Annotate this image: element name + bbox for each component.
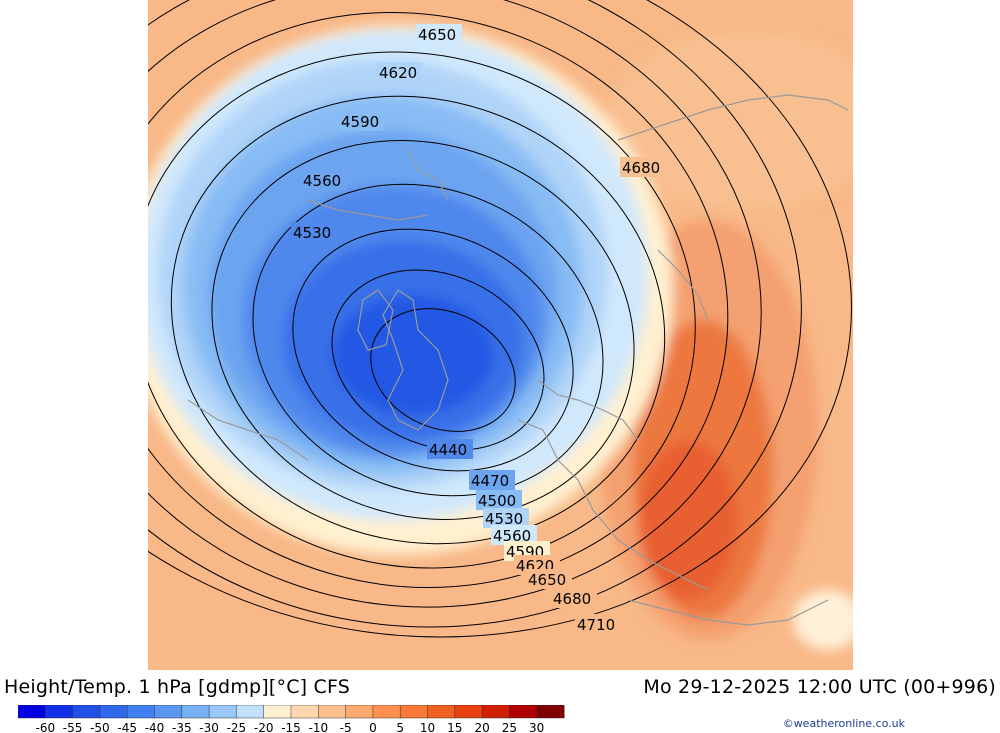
legend-label: -35: [172, 721, 192, 733]
contour-label: 4680: [553, 590, 591, 608]
legend-swatch: [536, 705, 565, 719]
legend-label: -15: [281, 721, 301, 733]
contour-label: 4560: [303, 172, 341, 190]
legend-label: 25: [502, 721, 517, 733]
legend-label: -50: [90, 721, 110, 733]
legend-swatch: [208, 705, 237, 719]
legend-swatch: [290, 705, 319, 719]
chart-title: Height/Temp. 1 hPa [gdmp][°C] CFS: [4, 676, 351, 698]
legend-label: -40: [145, 721, 165, 733]
legend-label: 10: [420, 721, 435, 733]
legend-swatch: [126, 705, 156, 719]
legend-swatch: [181, 705, 210, 719]
legend-label: -55: [63, 721, 83, 733]
legend-swatch: [18, 705, 46, 719]
legend-swatch: [154, 705, 183, 719]
contour-label: 4650: [528, 571, 566, 589]
weather-map: 4650 4620 4590 4560 4530 4680 4440 4470 …: [148, 0, 853, 670]
credit-link[interactable]: ©weatheronline.co.uk: [782, 717, 905, 730]
contour-label: 4500: [478, 492, 516, 510]
legend-swatch: [454, 705, 483, 719]
legend-swatch: [99, 705, 128, 719]
legend-swatch: [45, 705, 74, 719]
contour-label: 4680: [622, 159, 660, 177]
legend-label: -5: [340, 721, 352, 733]
legend-swatch: [481, 705, 510, 719]
legend-label: 20: [474, 721, 489, 733]
temperature-field: [148, 0, 853, 670]
legend-label: -30: [199, 721, 219, 733]
legend-swatch: [318, 705, 347, 719]
contour-label: 4530: [293, 224, 331, 242]
contour-label: 4620: [379, 64, 417, 82]
legend-label: -25: [227, 721, 247, 733]
legend-swatch: [399, 705, 429, 719]
valid-time: Mo 29-12-2025 12:00 UTC (00+996): [643, 676, 996, 698]
legend-label: -20: [254, 721, 274, 733]
legend-label: 0: [369, 721, 377, 733]
legend-label: -60: [35, 721, 55, 733]
contour-label: 4470: [471, 472, 509, 490]
contour-label: 4710: [577, 616, 615, 634]
legend-swatch: [509, 705, 538, 719]
coastlines: [187, 94, 849, 626]
legend-swatch: [427, 705, 456, 719]
legend-swatch: [236, 705, 265, 719]
legend-swatch: [263, 705, 292, 719]
legend-swatch: [345, 705, 374, 719]
color-legend: -60 -55 -50 -45 -40 -35 -30 -25 -20 -15 -10 -5 0 5 10 1…: [18, 705, 565, 733]
contour-label: 4650: [418, 26, 456, 44]
legend-label: 15: [447, 721, 462, 733]
contour-label: 4440: [429, 441, 467, 459]
contour-labels: 4650 4620 4590 4560 4530 4680 4440 4470 …: [291, 24, 666, 634]
legend-label: -10: [308, 721, 328, 733]
contour-label: 4590: [341, 113, 379, 131]
legend-label: 5: [396, 721, 404, 733]
contour-label: 4560: [493, 527, 531, 545]
legend-label: -45: [117, 721, 137, 733]
legend-swatch: [372, 705, 401, 719]
height-contours: [148, 0, 852, 638]
legend-label: 30: [529, 721, 544, 733]
contour-label: 4530: [485, 510, 523, 528]
legend-swatch: [72, 705, 101, 719]
